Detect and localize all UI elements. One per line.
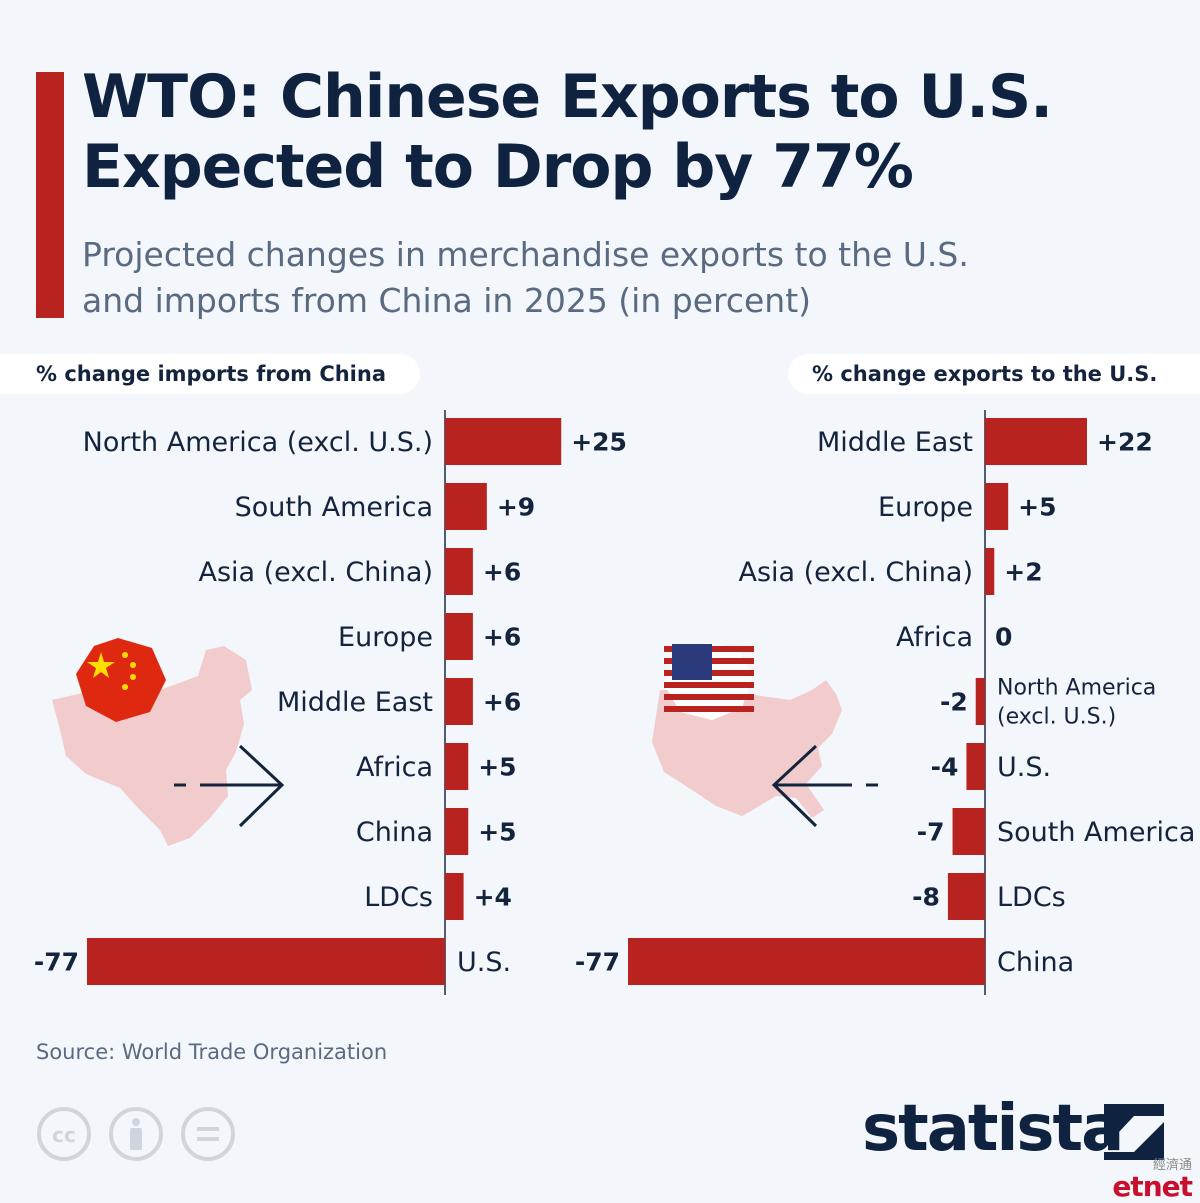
us-illustration bbox=[652, 642, 878, 828]
statista-logo-text: statista bbox=[862, 1092, 1124, 1166]
data-label: -77 bbox=[34, 948, 79, 977]
category-label: Africa bbox=[356, 752, 433, 783]
bar bbox=[985, 418, 1087, 465]
data-label: +25 bbox=[571, 428, 627, 457]
page-title: WTO: Chinese Exports to U.S. Expected to… bbox=[82, 62, 1172, 202]
accent-bar bbox=[36, 72, 64, 318]
bar bbox=[952, 808, 985, 855]
data-label: -4 bbox=[931, 753, 959, 782]
category-label: Middle East bbox=[817, 427, 973, 458]
data-label: +22 bbox=[1097, 428, 1153, 457]
cc-icon: cc bbox=[37, 1107, 91, 1161]
data-label: +2 bbox=[1004, 558, 1042, 587]
data-label: -7 bbox=[917, 818, 945, 847]
data-label: 0 bbox=[995, 623, 1012, 652]
subtitle: Projected changes in merchandise exports… bbox=[82, 232, 1162, 324]
category-label: U.S. bbox=[457, 947, 511, 978]
bar bbox=[445, 483, 487, 530]
data-label: +6 bbox=[483, 623, 521, 652]
data-label: +6 bbox=[483, 688, 521, 717]
bar bbox=[445, 678, 473, 725]
bar bbox=[985, 548, 995, 595]
category-label: Europe bbox=[338, 622, 433, 653]
arrow-left-icon bbox=[771, 744, 878, 828]
category-label: LDCs bbox=[364, 882, 433, 913]
data-label: +5 bbox=[1018, 493, 1056, 522]
bar bbox=[445, 743, 469, 790]
china-flag-icon bbox=[76, 638, 166, 722]
bar bbox=[947, 873, 985, 920]
category-label: South America bbox=[235, 492, 433, 523]
left-panel-title: % change imports from China bbox=[0, 354, 420, 394]
bar bbox=[87, 938, 445, 985]
china-illustration bbox=[52, 638, 285, 846]
title-line-2: Expected to Drop by 77% bbox=[82, 132, 914, 202]
category-label: China bbox=[997, 947, 1074, 978]
svg-text:cc: cc bbox=[52, 1123, 76, 1147]
subtitle-line-2: and imports from China in 2025 (in perce… bbox=[82, 281, 812, 320]
data-label: +5 bbox=[478, 818, 516, 847]
category-label: Middle East bbox=[277, 687, 433, 718]
watermark-zh: 經濟通 bbox=[1152, 1158, 1192, 1173]
data-label: +5 bbox=[478, 753, 516, 782]
attribution-icon bbox=[109, 1107, 163, 1161]
bar bbox=[975, 678, 985, 725]
bar bbox=[445, 808, 469, 855]
bar bbox=[966, 743, 985, 790]
bar bbox=[628, 938, 985, 985]
category-label: LDCs bbox=[997, 882, 1066, 913]
source-note: Source: World Trade Organization bbox=[36, 1040, 388, 1064]
data-label: -8 bbox=[912, 883, 940, 912]
us-flag-canton bbox=[672, 644, 712, 680]
no-derivatives-icon bbox=[181, 1107, 235, 1161]
bar bbox=[445, 873, 464, 920]
china-flag-big-star bbox=[87, 652, 115, 678]
category-label: South America bbox=[997, 817, 1195, 848]
data-label: -2 bbox=[940, 688, 968, 717]
right-panel-title: % change exports to the U.S. bbox=[788, 354, 1200, 394]
category-label: China bbox=[356, 817, 433, 848]
bar bbox=[985, 483, 1009, 530]
china-flag-small-star bbox=[130, 674, 136, 680]
category-label: Africa bbox=[896, 622, 973, 653]
data-label: -77 bbox=[575, 948, 620, 977]
bar bbox=[445, 613, 473, 660]
china-flag-small-star bbox=[122, 684, 128, 690]
statista-logo-icon bbox=[1104, 1104, 1164, 1160]
category-label: North America bbox=[997, 676, 1156, 701]
arrow-right-icon bbox=[174, 744, 285, 828]
category-label: (excl. U.S.) bbox=[997, 705, 1116, 730]
data-label: +6 bbox=[483, 558, 521, 587]
category-label: U.S. bbox=[997, 752, 1051, 783]
category-label: Asia (excl. China) bbox=[738, 557, 973, 588]
subtitle-line-1: Projected changes in merchandise exports… bbox=[82, 235, 969, 274]
category-label: Asia (excl. China) bbox=[198, 557, 433, 588]
bar-charts: +25 North America (excl. U.S.) +9 South Ame… bbox=[34, 410, 1195, 995]
license-icons: cc bbox=[37, 1107, 235, 1161]
title-line-1: WTO: Chinese Exports to U.S. bbox=[82, 62, 1053, 132]
china-flag-small-star bbox=[122, 652, 128, 658]
bar bbox=[445, 418, 562, 465]
data-label: +4 bbox=[474, 883, 512, 912]
watermark-en: etnet bbox=[1112, 1170, 1193, 1203]
category-label: Europe bbox=[878, 492, 973, 523]
bar bbox=[445, 548, 473, 595]
data-label: +9 bbox=[497, 493, 535, 522]
china-flag-small-star bbox=[130, 662, 136, 668]
category-label: North America (excl. U.S.) bbox=[83, 427, 433, 458]
watermark: 經濟通 etnet bbox=[1112, 1154, 1193, 1203]
